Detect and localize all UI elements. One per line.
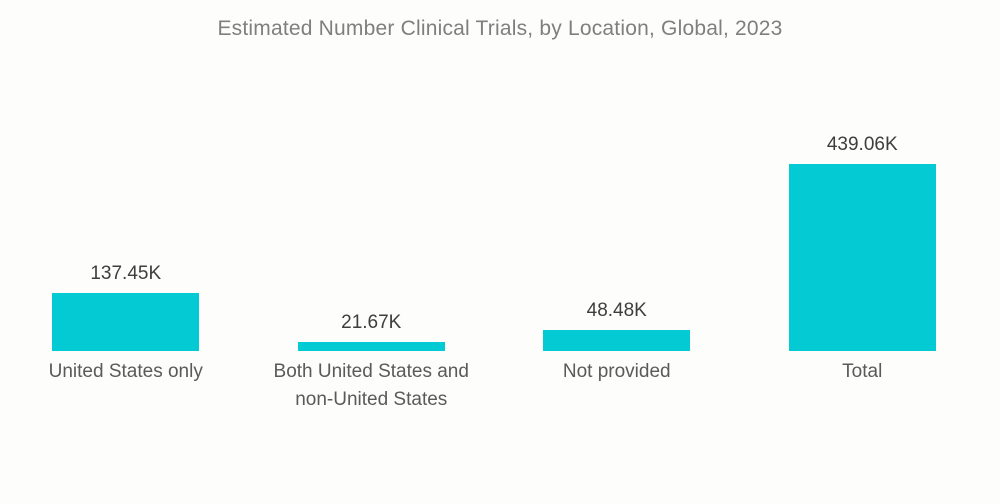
bar (297, 341, 445, 351)
bar-group-both-us-and-non-us: 21.67K (249, 0, 495, 351)
bar-group-not-provided: 48.48K (494, 0, 740, 351)
bar-group-united-states-only: 137.45K (3, 0, 249, 351)
bar-value-label: 137.45K (90, 262, 162, 284)
bar-value-label: 48.48K (586, 300, 647, 322)
bar (788, 164, 936, 351)
bar-group-total: 439.06K (740, 0, 986, 351)
plot-area: 137.45K 21.67K 48.48K 439.06K (3, 0, 985, 351)
bar-value-label: 439.06K (826, 134, 898, 155)
bar (543, 330, 691, 351)
chart-title: Estimated Number Clinical Trials, by Loc… (217, 17, 783, 40)
category-label: Both United States and non-United States (273, 361, 469, 410)
category-label: Total (842, 361, 883, 382)
bar (52, 292, 200, 351)
bar-value-label: 21.67K (341, 311, 402, 333)
category-label: Not provided (562, 361, 671, 382)
category-axis: United States only Both United States an… (3, 358, 985, 414)
category-label: United States only (48, 361, 203, 382)
